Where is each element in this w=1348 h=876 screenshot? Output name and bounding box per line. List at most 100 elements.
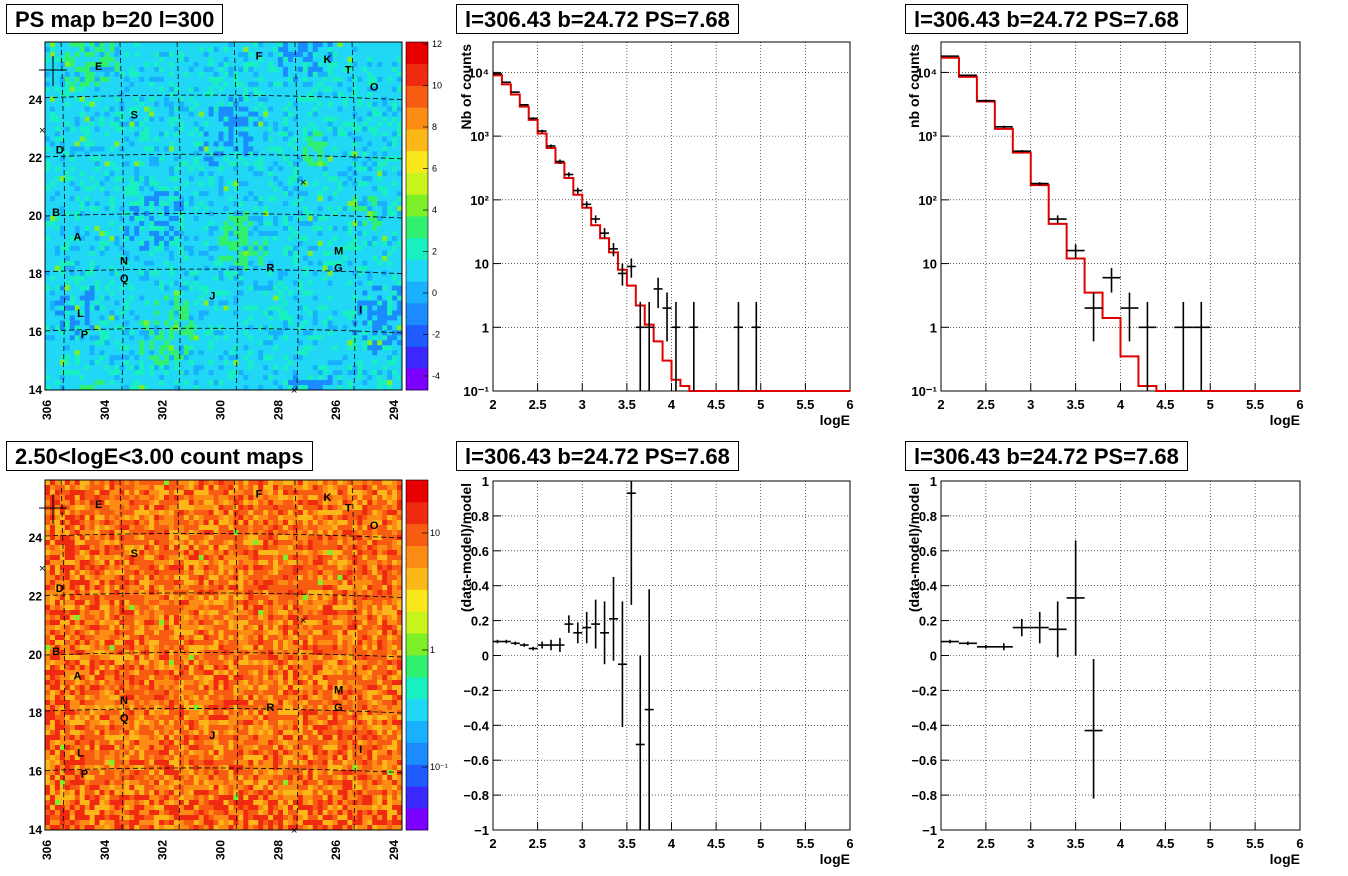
map-top-cell	[312, 211, 319, 217]
map-top-cell	[372, 250, 378, 257]
map-top-cell	[59, 111, 66, 117]
map-top-cell	[64, 225, 71, 232]
map-top-cell	[223, 156, 229, 162]
map-top-cell	[307, 370, 314, 376]
map-top-cell	[292, 250, 299, 257]
map-top-cell	[178, 265, 185, 272]
map-top-cell	[213, 355, 219, 361]
map-top-cell	[54, 320, 61, 326]
map-top-cell	[278, 260, 284, 267]
map-top-cell	[54, 201, 61, 207]
map-top-cell	[173, 146, 180, 152]
map-top-cell	[139, 370, 145, 376]
map-top-cell	[253, 76, 259, 83]
map-top-cell	[208, 206, 214, 212]
map-top-cell	[307, 141, 314, 147]
map-top-cell	[94, 370, 100, 376]
map-top-cell	[139, 141, 145, 147]
map-top-cell	[164, 380, 170, 386]
map-top-cell	[273, 201, 279, 207]
map-top-cell	[317, 380, 324, 386]
map-top-cell	[59, 360, 66, 366]
map-top-cell	[64, 151, 71, 157]
map-top-cell	[372, 280, 378, 286]
map-top-cell	[159, 196, 165, 202]
map-top-cell	[154, 136, 160, 142]
map-top-cell	[213, 186, 219, 192]
map-top-cell	[263, 66, 269, 73]
map-top-cell	[164, 166, 170, 172]
map-top-cell	[59, 46, 66, 53]
map-top-cell	[59, 350, 66, 356]
map-top-cell	[134, 380, 140, 386]
map-top-cell	[89, 101, 95, 107]
map-top-cell	[119, 71, 125, 78]
map-top-cell	[238, 156, 244, 162]
map-top-cell	[183, 42, 190, 48]
map-top-cell	[322, 345, 328, 351]
map-top-cell	[302, 320, 309, 326]
map-top-cell	[322, 151, 328, 157]
map-top-cell	[64, 385, 71, 391]
map-top-cell	[362, 181, 368, 187]
map-top-cell	[79, 250, 86, 257]
map-top-cell	[154, 186, 160, 192]
map-top-cell	[332, 245, 338, 252]
map-top-cell	[342, 340, 348, 346]
map-top-cell	[84, 181, 90, 187]
map-top-cell	[84, 131, 90, 137]
map-top-cell	[198, 191, 205, 197]
map-top-cell	[178, 191, 185, 197]
map-top-cell	[74, 121, 81, 127]
map-top-cell	[317, 76, 324, 83]
map-top-cell	[79, 220, 86, 227]
map-top-cell	[213, 220, 219, 227]
map-top-cell	[193, 106, 200, 112]
map-top-cell	[114, 46, 120, 53]
map-top-cell	[392, 380, 398, 386]
map-top-cell	[173, 51, 180, 58]
map-top-cell	[198, 71, 205, 78]
map-top-cell	[104, 56, 110, 63]
map-top-cell	[193, 101, 200, 107]
map-top-cell	[64, 250, 71, 257]
map-top-cell	[173, 230, 180, 237]
map-top-cell	[268, 265, 274, 272]
map-top-cell	[119, 211, 125, 217]
map-top-cell	[114, 230, 120, 237]
map-top-cell	[183, 290, 190, 296]
map-top-cell	[173, 66, 180, 73]
map-top-cell	[372, 42, 378, 48]
map-top-cell	[54, 71, 61, 78]
map-top-cell	[203, 350, 209, 356]
map-top-cell	[292, 176, 299, 182]
map-top-cell	[129, 206, 135, 212]
map-top-cell	[54, 240, 61, 247]
map-top-cell	[109, 325, 115, 331]
map-top-cell	[317, 250, 324, 257]
map-top-cell	[327, 166, 333, 172]
map-top-cell	[159, 305, 165, 311]
map-top-cell	[302, 375, 309, 381]
map-top-cell	[109, 136, 115, 142]
map-top-cell	[253, 186, 259, 192]
map-top-cell	[307, 201, 314, 207]
map-top-cell	[327, 181, 333, 187]
map-top-cell	[332, 126, 338, 132]
map-top-cell	[268, 225, 274, 232]
map-top-cell	[203, 141, 209, 147]
map-top-cell	[258, 260, 264, 267]
map-top-cell	[238, 380, 244, 386]
map-top-cell	[382, 66, 388, 73]
map-top-cell	[377, 76, 383, 83]
map-top-cell	[84, 230, 90, 237]
map-top-cell	[387, 166, 393, 172]
map-top-cell	[263, 370, 269, 376]
map-top-cell	[168, 285, 175, 291]
map-top-cell	[129, 101, 135, 107]
map-top-cell	[109, 121, 115, 127]
map-top-cell	[367, 295, 373, 301]
map-top-cell	[292, 335, 299, 341]
map-top-cell	[59, 335, 66, 341]
map-top-cell	[114, 225, 120, 232]
